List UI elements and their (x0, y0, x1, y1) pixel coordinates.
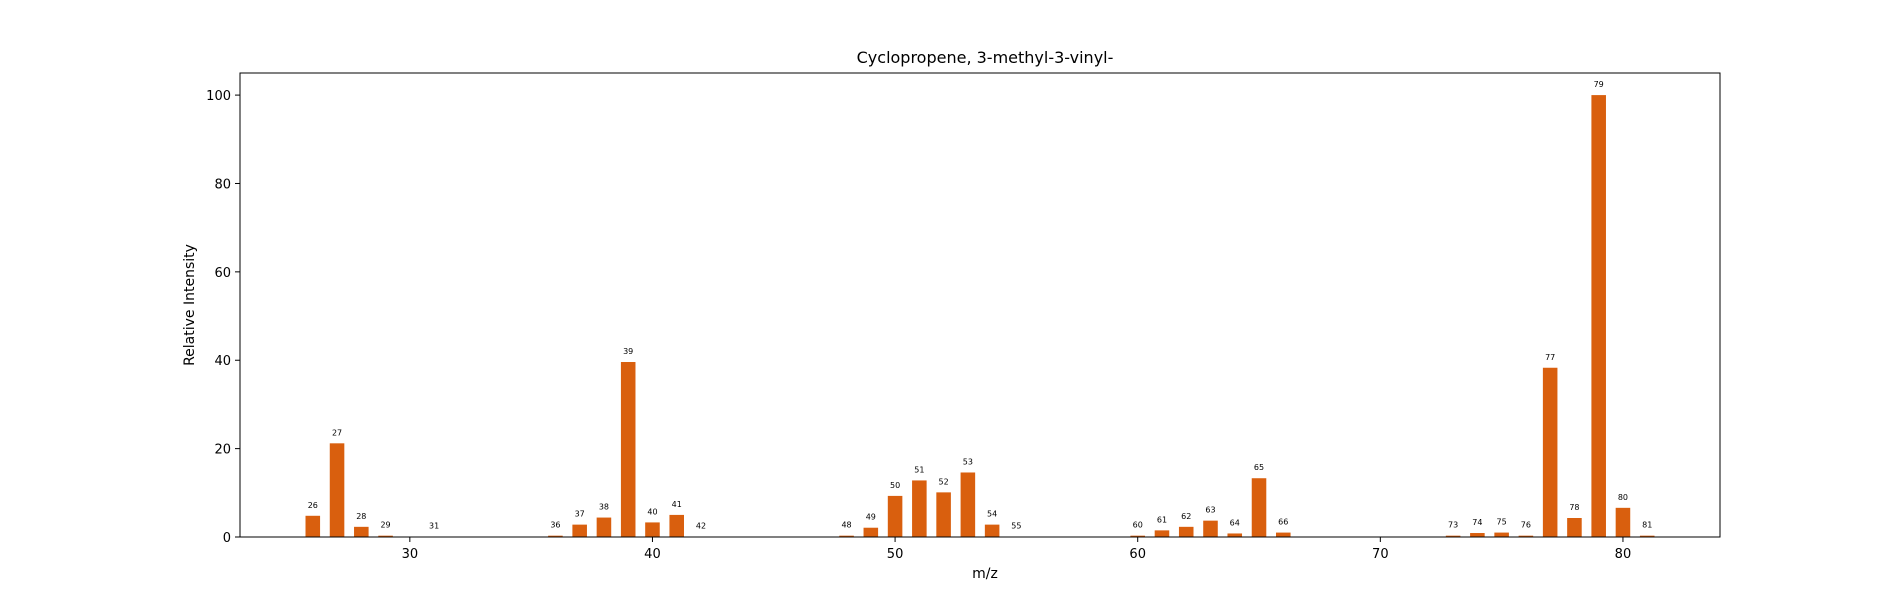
y-axis-label: Relative Intensity (182, 244, 198, 366)
bar (1154, 530, 1170, 537)
bar (1470, 533, 1485, 537)
bar (1130, 535, 1145, 537)
bar-label: 76 (1521, 521, 1531, 530)
bar-label: 26 (308, 501, 318, 510)
bar (1227, 533, 1243, 537)
x-tick-label: 60 (1129, 547, 1146, 562)
x-tick-label: 40 (644, 547, 661, 562)
bar (1178, 526, 1194, 537)
bar-label: 40 (647, 507, 657, 516)
y-axis-ticks: 0 20 40 60 80 100 (206, 89, 240, 546)
bar (1615, 507, 1631, 537)
x-tick-label: 50 (887, 547, 904, 562)
bar (1203, 520, 1218, 537)
bar (984, 524, 1000, 537)
bar-label: 28 (356, 512, 366, 521)
bar (669, 514, 684, 537)
bar (1518, 535, 1534, 537)
bar-label: 29 (380, 521, 390, 530)
bar (378, 535, 393, 537)
bar (1591, 95, 1606, 537)
x-tick-label: 30 (402, 547, 419, 562)
bar (1567, 517, 1582, 537)
bar (596, 517, 612, 537)
bar-label: 74 (1472, 518, 1482, 527)
bar-label: 49 (866, 513, 876, 522)
bar (645, 522, 660, 537)
bar-label: 66 (1278, 518, 1288, 527)
bar (329, 443, 345, 537)
bar-label: 48 (841, 521, 851, 530)
y-tick-label: 80 (214, 177, 231, 192)
bar (1542, 367, 1558, 537)
bar (1251, 478, 1267, 537)
y-tick-label: 60 (214, 266, 231, 281)
bar-label: 42 (696, 522, 706, 531)
bar (936, 492, 951, 537)
bar-label: 64 (1230, 518, 1240, 527)
x-tick-label: 80 (1615, 547, 1632, 562)
bar (305, 515, 321, 537)
bar (912, 480, 927, 537)
bar (620, 362, 636, 537)
bar (1445, 535, 1461, 537)
bar-label: 65 (1254, 463, 1264, 472)
bar-label: 61 (1157, 515, 1167, 524)
bar-label: 54 (987, 510, 997, 519)
bar-label: 41 (672, 500, 682, 509)
bar (1276, 532, 1291, 537)
x-axis-ticks: 30 40 50 60 70 80 (402, 537, 1632, 562)
bar (839, 535, 854, 537)
bar-label: 63 (1205, 506, 1215, 515)
bar (1639, 535, 1655, 537)
bar-label: 52 (939, 477, 949, 486)
bar-label: 62 (1181, 512, 1191, 521)
x-axis-label: m/z (972, 566, 998, 582)
bar (960, 472, 976, 537)
y-tick-label: 100 (206, 89, 231, 104)
bar-label: 53 (963, 457, 973, 466)
bar-label: 75 (1497, 518, 1507, 527)
bar-label: 51 (914, 465, 924, 474)
bar-label: 36 (550, 521, 560, 530)
bar-label: 55 (1011, 522, 1021, 531)
bar-label: 78 (1569, 503, 1579, 512)
bar-label: 81 (1642, 521, 1652, 530)
bar (863, 527, 879, 537)
bar-label: 60 (1133, 521, 1143, 530)
bar (354, 526, 369, 537)
bar-label: 77 (1545, 353, 1555, 362)
bar-label: 27 (332, 428, 342, 437)
bar-label: 37 (575, 510, 585, 519)
bar-label: 79 (1594, 80, 1604, 89)
plot-frame (239, 72, 1721, 538)
bar-label: 73 (1448, 521, 1458, 530)
chart-title: Cyclopropene, 3-methyl-3-vinyl- (857, 48, 1114, 67)
y-tick-label: 0 (223, 531, 231, 546)
bar-label: 80 (1618, 493, 1628, 502)
bar (1494, 532, 1509, 537)
bar (887, 495, 903, 537)
y-tick-label: 20 (214, 443, 231, 458)
bar-label: 31 (429, 522, 439, 531)
bars-group (305, 95, 1655, 538)
bar-label: 38 (599, 503, 609, 512)
bar (548, 535, 563, 537)
x-tick-label: 70 (1372, 547, 1389, 562)
bar-label: 39 (623, 347, 633, 356)
y-tick-label: 40 (214, 354, 231, 369)
bar-labels-group: 26 27 28 29 31 36 37 38 39 40 41 42 48 49 50 51 52 53 54 55… (308, 80, 1653, 530)
bar-label: 50 (890, 481, 900, 490)
bar (572, 524, 587, 537)
